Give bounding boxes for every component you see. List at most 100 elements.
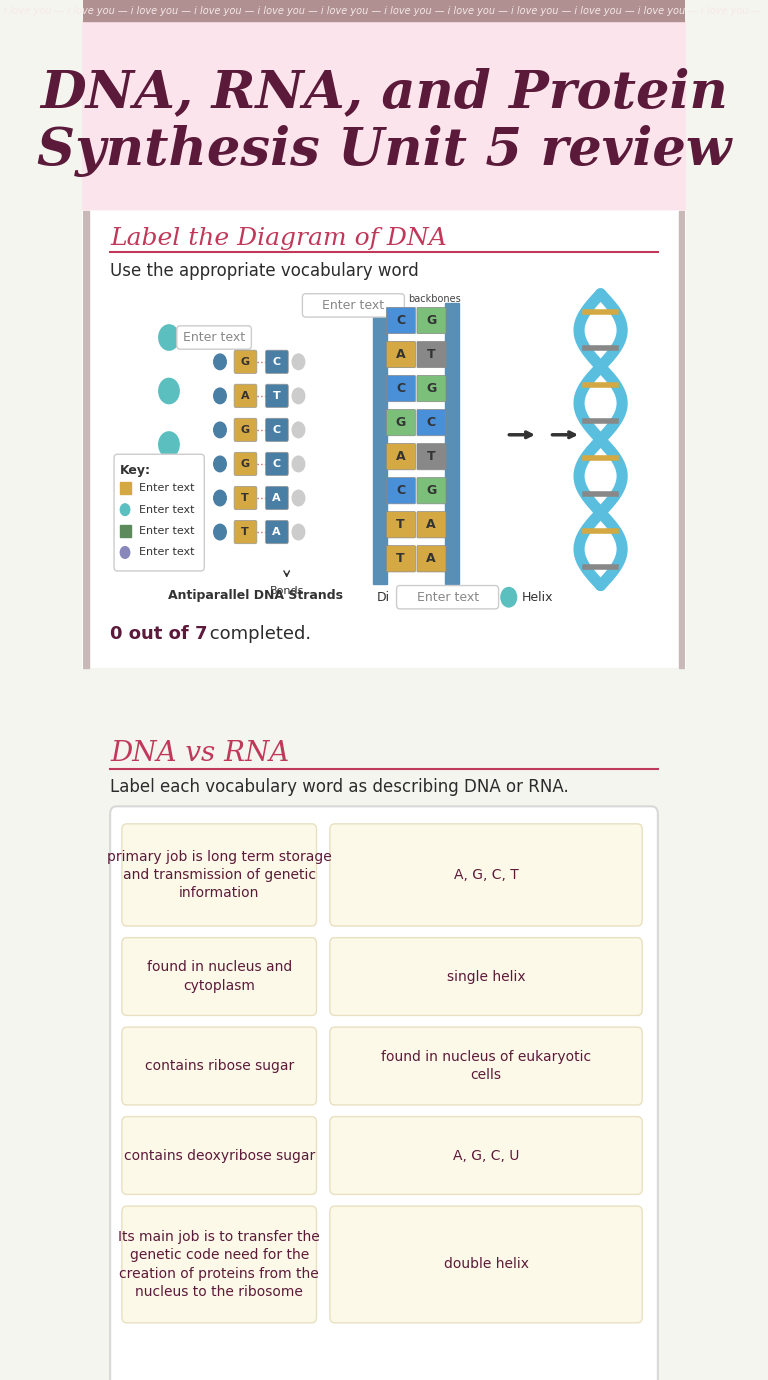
Text: T: T: [241, 493, 249, 502]
Circle shape: [292, 422, 305, 437]
Text: A: A: [396, 450, 406, 462]
Text: G: G: [240, 425, 250, 435]
Circle shape: [159, 538, 179, 564]
Text: A: A: [272, 527, 281, 537]
Text: A: A: [426, 518, 436, 531]
Text: C: C: [396, 484, 405, 497]
Circle shape: [121, 504, 130, 516]
Text: Its main job is to transfer the
genetic code need for the
creation of proteins f: Its main job is to transfer the genetic …: [118, 1230, 320, 1299]
Text: 0 out of 7: 0 out of 7: [110, 625, 207, 643]
Text: T: T: [273, 391, 280, 400]
Text: Antiparallel DNA Strands: Antiparallel DNA Strands: [167, 589, 343, 602]
Text: primary job is long term storage
and transmission of genetic
information: primary job is long term storage and tra…: [107, 850, 332, 900]
FancyBboxPatch shape: [114, 454, 204, 571]
FancyBboxPatch shape: [234, 351, 257, 374]
Text: Enter text: Enter text: [139, 526, 194, 535]
Text: Use the appropriate vocabulary word: Use the appropriate vocabulary word: [110, 262, 419, 280]
Circle shape: [214, 524, 227, 540]
FancyBboxPatch shape: [122, 1206, 316, 1323]
FancyBboxPatch shape: [122, 824, 316, 926]
Circle shape: [292, 457, 305, 472]
Text: G: G: [240, 357, 250, 367]
Text: Enter text: Enter text: [183, 331, 245, 344]
Text: found in nucleus of eukaryotic
cells: found in nucleus of eukaryotic cells: [381, 1050, 591, 1082]
FancyBboxPatch shape: [266, 384, 288, 407]
FancyBboxPatch shape: [386, 477, 415, 504]
Text: DNA, RNA, and Protein: DNA, RNA, and Protein: [40, 66, 728, 117]
Text: Enter text: Enter text: [139, 548, 194, 558]
FancyBboxPatch shape: [83, 22, 685, 211]
FancyBboxPatch shape: [417, 545, 446, 571]
Text: found in nucleus and
cytoplasm: found in nucleus and cytoplasm: [147, 960, 292, 992]
Text: Enter text: Enter text: [416, 591, 478, 603]
Bar: [121, 483, 131, 494]
Circle shape: [501, 588, 517, 607]
Text: G: G: [396, 415, 406, 429]
Text: C: C: [273, 460, 280, 469]
Circle shape: [159, 432, 179, 457]
Circle shape: [292, 355, 305, 370]
Text: Helix: Helix: [522, 591, 554, 603]
Text: Enter text: Enter text: [139, 505, 194, 515]
Text: Enter text: Enter text: [139, 483, 194, 493]
Text: contains deoxyribose sugar: contains deoxyribose sugar: [124, 1148, 315, 1162]
Circle shape: [214, 355, 227, 370]
Text: C: C: [396, 382, 405, 395]
FancyBboxPatch shape: [110, 806, 658, 1380]
Text: G: G: [240, 460, 250, 469]
Text: DNA vs RNA: DNA vs RNA: [110, 740, 290, 767]
FancyBboxPatch shape: [386, 512, 415, 538]
Text: G: G: [426, 313, 436, 327]
Text: i love you — i love you — i love you — i love you — i love you — i love you — i : i love you — i love you — i love you — i…: [4, 6, 764, 15]
Text: Enter text: Enter text: [323, 299, 385, 312]
Text: T: T: [241, 527, 249, 537]
Text: T: T: [396, 518, 405, 531]
Text: A, G, C, T: A, G, C, T: [454, 868, 518, 882]
FancyBboxPatch shape: [266, 453, 288, 476]
FancyBboxPatch shape: [234, 486, 257, 509]
Bar: [83, 0, 685, 22]
Circle shape: [214, 422, 227, 437]
FancyBboxPatch shape: [417, 410, 446, 436]
Text: Key:: Key:: [121, 464, 151, 477]
Text: T: T: [396, 552, 405, 564]
Text: Bonds: Bonds: [270, 585, 304, 596]
Bar: [83, 668, 685, 727]
FancyBboxPatch shape: [83, 211, 685, 668]
Circle shape: [121, 546, 130, 559]
FancyBboxPatch shape: [386, 308, 415, 334]
Circle shape: [214, 388, 227, 404]
FancyBboxPatch shape: [234, 520, 257, 544]
Circle shape: [214, 490, 227, 506]
Bar: [373, 304, 387, 584]
Bar: [679, 211, 685, 668]
Circle shape: [159, 378, 179, 404]
Circle shape: [214, 457, 227, 472]
Text: A: A: [241, 391, 250, 400]
Circle shape: [159, 486, 179, 511]
Text: Label each vocabulary word as describing DNA or RNA.: Label each vocabulary word as describing…: [110, 778, 569, 796]
FancyBboxPatch shape: [266, 486, 288, 509]
FancyBboxPatch shape: [329, 1116, 642, 1195]
FancyBboxPatch shape: [417, 308, 446, 334]
FancyBboxPatch shape: [329, 1027, 642, 1105]
Text: Synthesis Unit 5 review: Synthesis Unit 5 review: [37, 124, 731, 177]
Circle shape: [292, 490, 305, 506]
FancyBboxPatch shape: [329, 824, 642, 926]
Text: T: T: [427, 348, 435, 360]
FancyBboxPatch shape: [329, 1206, 642, 1323]
Text: T: T: [427, 450, 435, 462]
Text: C: C: [273, 425, 280, 435]
FancyBboxPatch shape: [417, 512, 446, 538]
FancyBboxPatch shape: [234, 418, 257, 442]
Text: contains ribose sugar: contains ribose sugar: [144, 1058, 294, 1074]
Circle shape: [159, 324, 179, 351]
Text: A, G, C, U: A, G, C, U: [453, 1148, 519, 1162]
FancyBboxPatch shape: [122, 1116, 316, 1195]
Text: Label the Diagram of DNA: Label the Diagram of DNA: [110, 226, 447, 250]
Bar: [445, 304, 459, 584]
FancyBboxPatch shape: [177, 326, 251, 349]
Text: Di: Di: [376, 591, 389, 603]
FancyBboxPatch shape: [122, 937, 316, 1016]
FancyBboxPatch shape: [266, 351, 288, 374]
